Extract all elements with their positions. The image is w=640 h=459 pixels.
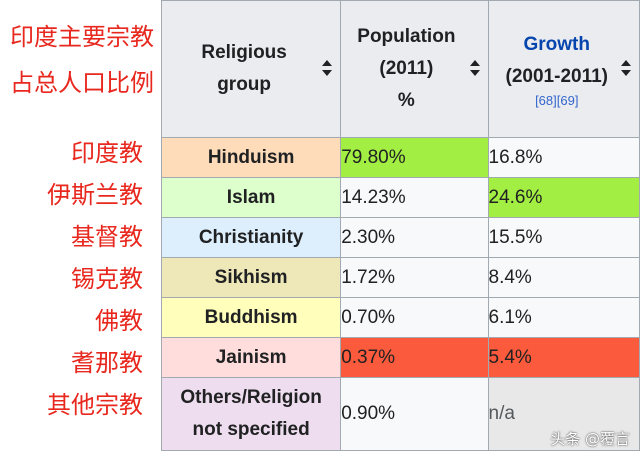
growth-cell: 6.1%	[487, 297, 640, 338]
zh-label-jainism: 耆那教	[71, 349, 143, 377]
growth-cell: 15.5%	[487, 217, 640, 258]
growth-cell: n/a	[487, 377, 640, 451]
header-growth[interactable]: Growth (2001-2011) [68][69]	[487, 0, 640, 138]
header-population[interactable]: Population (2011) %	[340, 0, 489, 138]
religion-table: Religious group Population (2011) % Grow…	[160, 0, 640, 451]
population-cell: 0.70%	[340, 297, 489, 338]
header-population-line-1: Population	[357, 26, 456, 47]
growth-cell: 5.4%	[487, 337, 640, 378]
table-row: Christianity 2.30% 15.5%	[160, 217, 640, 258]
header-religious-line-2: group	[217, 74, 272, 95]
zh-label-sikhism: 锡克教	[71, 265, 143, 293]
religion-cell: Jainism	[160, 337, 342, 378]
header-growth-period: (2001-2011)	[505, 66, 608, 87]
header-religious-line-1: Religious	[201, 42, 287, 63]
header-population-line-3: %	[397, 90, 415, 111]
table-row: Buddhism 0.70% 6.1%	[160, 297, 640, 338]
religion-cell: Buddhism	[160, 297, 342, 338]
population-cell: 0.37%	[340, 337, 489, 378]
growth-cell: 8.4%	[487, 257, 640, 298]
population-cell: 2.30%	[340, 217, 489, 258]
chart-title-line-1: 印度主要宗教	[10, 23, 154, 51]
zh-label-hinduism: 印度教	[71, 139, 143, 167]
population-cell: 14.23%	[340, 177, 489, 218]
religion-others-line-1: Others/Religion	[180, 387, 322, 408]
religion-cell: Others/Religion not specified	[160, 377, 342, 451]
chart-title-line-2: 占总人口比例	[10, 69, 154, 97]
watermark: 头条 @覆言	[550, 430, 630, 448]
table-row: Sikhism 1.72% 8.4%	[160, 257, 640, 298]
sort-icon[interactable]	[621, 60, 631, 78]
religion-cell: Hinduism	[160, 137, 342, 178]
zh-label-islam: 伊斯兰教	[47, 181, 143, 209]
header-population-line-2: (2011)	[379, 58, 434, 79]
header-religious-group[interactable]: Religious group	[160, 0, 342, 138]
religion-others-line-2: not specified	[192, 419, 310, 440]
population-cell: 79.80%	[340, 137, 489, 178]
growth-cell: 16.8%	[487, 137, 640, 178]
population-cell: 1.72%	[340, 257, 489, 298]
table-row: Others/Religion not specified 0.90% n/a	[160, 377, 640, 451]
table-row: Hinduism 79.80% 16.8%	[160, 137, 640, 178]
table-row: Islam 14.23% 24.6%	[160, 177, 640, 218]
zh-label-others: 其他宗教	[47, 391, 143, 419]
population-cell: 0.90%	[340, 377, 489, 451]
growth-cell: 24.6%	[487, 177, 640, 218]
table-row: Jainism 0.37% 5.4%	[160, 337, 640, 378]
religion-cell: Christianity	[160, 217, 342, 258]
religion-cell: Sikhism	[160, 257, 342, 298]
sort-icon[interactable]	[322, 60, 333, 78]
chinese-annotation-column: 印度主要宗教 占总人口比例 印度教 伊斯兰教 基督教 锡克教 佛教 耆那教 其他…	[0, 0, 161, 459]
zh-label-christianity: 基督教	[71, 223, 143, 251]
zh-label-buddhism: 佛教	[95, 307, 143, 335]
religion-cell: Islam	[160, 177, 342, 218]
sort-icon[interactable]	[469, 60, 480, 78]
growth-refs-link[interactable]: [68][69]	[535, 93, 579, 108]
growth-link[interactable]: Growth	[523, 34, 591, 55]
